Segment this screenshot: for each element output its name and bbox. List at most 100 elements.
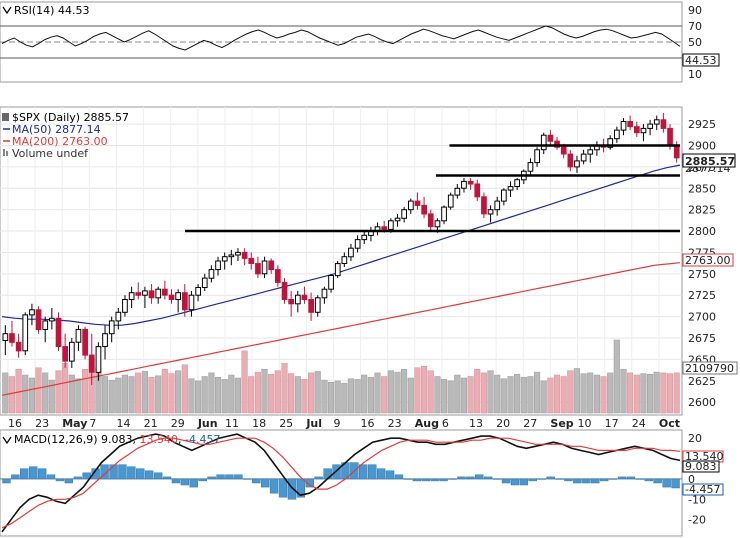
candle-body bbox=[401, 209, 407, 219]
macd-histogram-bar bbox=[412, 478, 422, 482]
volume-bar bbox=[514, 374, 521, 414]
volume-bar bbox=[620, 368, 627, 414]
svg-text:2109790: 2109790 bbox=[685, 362, 734, 375]
macd-histogram-bar bbox=[608, 478, 618, 480]
price-tick-label: 2725 bbox=[688, 289, 716, 302]
rsi-legend: RSI(14) 44.53 bbox=[2, 4, 89, 17]
price-tick-label: 2900 bbox=[688, 140, 716, 153]
price-value-badge: 2885.57 bbox=[682, 153, 736, 168]
macd-histogram-bar bbox=[234, 474, 243, 480]
candle-body bbox=[381, 226, 388, 230]
macd-histogram-bar bbox=[296, 478, 306, 498]
rsi-tick-label: 10 bbox=[688, 68, 702, 81]
x-tick-label: 13 bbox=[469, 417, 483, 430]
volume-bar bbox=[573, 368, 580, 414]
macd-histogram-bar bbox=[216, 474, 225, 480]
volume-bar bbox=[208, 372, 215, 414]
candle-body bbox=[82, 328, 89, 356]
candle-body bbox=[128, 292, 135, 301]
candle-body bbox=[9, 333, 15, 343]
volume-bar bbox=[474, 368, 481, 414]
macd-histogram-bar bbox=[100, 464, 109, 480]
volume-bar bbox=[354, 379, 361, 414]
x-tick-label: 7 bbox=[89, 417, 96, 430]
macd-lines bbox=[1, 433, 681, 533]
volume-bar bbox=[560, 376, 567, 414]
candle-body bbox=[148, 290, 155, 299]
price-tick-label: 2825 bbox=[688, 204, 716, 217]
candle-body bbox=[122, 299, 128, 313]
volume-bar bbox=[660, 372, 667, 414]
macd-histogram-bar bbox=[118, 464, 127, 480]
volume-bar bbox=[666, 373, 674, 414]
x-tick-label: 11 bbox=[225, 417, 239, 430]
macd-histogram-bar bbox=[46, 474, 56, 480]
volume-bar bbox=[507, 376, 514, 414]
ma200-value-badge: 2763.00 bbox=[682, 253, 734, 267]
volume-bar bbox=[314, 371, 321, 414]
volume-bar bbox=[201, 376, 208, 414]
rsi-series-line bbox=[1, 25, 681, 51]
x-tick-label: 23 bbox=[388, 417, 402, 430]
candle-body bbox=[328, 275, 334, 290]
candle-body bbox=[135, 292, 142, 296]
candle-body bbox=[95, 346, 102, 373]
ma50-line bbox=[1, 164, 681, 326]
candle-body bbox=[175, 292, 182, 301]
candle-body bbox=[248, 257, 255, 264]
macd-histogram-bar bbox=[475, 474, 484, 480]
symbol-legend-label: $SPX (Daily) 2885.57 bbox=[12, 111, 129, 124]
candle-body bbox=[627, 121, 633, 128]
macd-value-badge: 9.083 bbox=[682, 460, 720, 473]
macd-legend-label: MACD(12,26,9) 9.083, 13.540, -4.457 bbox=[14, 433, 221, 446]
macd-histogram-bar bbox=[635, 478, 645, 480]
candle-body bbox=[42, 320, 49, 330]
macd-histogram-bar bbox=[564, 478, 573, 482]
candle-body bbox=[295, 294, 301, 305]
candle-body bbox=[268, 260, 275, 271]
symbol-legend-icon bbox=[2, 113, 9, 121]
candle-body bbox=[55, 317, 62, 347]
macd-histogram-bar bbox=[198, 478, 207, 482]
candle-body bbox=[501, 189, 507, 202]
macd-tick-label: -10 bbox=[688, 493, 706, 506]
candle-body bbox=[155, 288, 162, 299]
candle-body bbox=[348, 247, 354, 258]
volume-bar bbox=[607, 372, 614, 414]
ma50-legend-label: MA(50) 2877.14 bbox=[12, 123, 101, 136]
macd-histogram-bar bbox=[37, 468, 47, 480]
price-tick-label: 2850 bbox=[688, 182, 716, 195]
price-tick-label: 2625 bbox=[688, 375, 716, 388]
x-tick-label: Oct bbox=[659, 417, 680, 430]
x-tick-label: 24 bbox=[632, 417, 646, 430]
volume-bar bbox=[155, 375, 162, 414]
volume-bar bbox=[62, 363, 69, 414]
price-tick-label: 2600 bbox=[688, 396, 716, 409]
volume-bar bbox=[308, 372, 315, 414]
macd-histogram-bar bbox=[403, 478, 413, 480]
macd-histogram-bar bbox=[394, 474, 404, 480]
x-tick-label: 21 bbox=[144, 417, 158, 430]
macd-legend-icon bbox=[2, 436, 12, 445]
volume-bar bbox=[294, 376, 301, 414]
volume-bar bbox=[540, 380, 547, 414]
moving-averages bbox=[1, 164, 681, 396]
x-tick-label: Jun bbox=[197, 417, 218, 430]
candle-body bbox=[241, 251, 248, 259]
macd-histogram-bar bbox=[528, 478, 537, 482]
volume-bar bbox=[653, 371, 660, 414]
volume-bar bbox=[440, 379, 448, 414]
volume-bar bbox=[181, 364, 188, 414]
candle-body bbox=[647, 123, 653, 129]
candle-body bbox=[634, 126, 640, 134]
candle-body bbox=[288, 299, 294, 305]
macd-histogram-bar bbox=[260, 478, 270, 488]
candle-body bbox=[255, 263, 261, 275]
price-tick-label: 2675 bbox=[688, 332, 716, 345]
x-tick-label: Aug bbox=[415, 417, 439, 430]
macd-histogram-bar bbox=[385, 470, 395, 480]
x-tick-label: 14 bbox=[116, 417, 130, 430]
macd-histogram-bar bbox=[225, 474, 234, 480]
price-tick-label: 2800 bbox=[688, 225, 716, 238]
candle-body bbox=[235, 251, 241, 256]
